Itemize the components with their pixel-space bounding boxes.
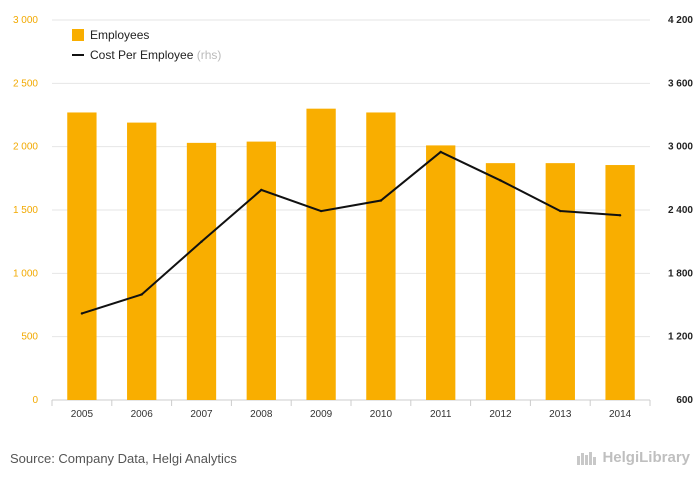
- bar-employees: [605, 165, 635, 400]
- x-tick-label: 2009: [310, 409, 333, 420]
- brand-logo: HelgiLibrary: [576, 449, 690, 466]
- y-right-tick-label: 3 000: [668, 142, 693, 153]
- x-tick-label: 2010: [370, 409, 393, 420]
- legend-label-employees: Employees: [90, 28, 149, 42]
- y-right-tick-label: 3 600: [668, 78, 693, 89]
- y-left-tick-label: 500: [21, 332, 38, 343]
- line-point: [200, 240, 203, 243]
- x-tick-label: 2006: [131, 409, 154, 420]
- y-right-tick-label: 1 800: [668, 268, 693, 279]
- line-point: [319, 209, 323, 213]
- line-point: [559, 209, 562, 213]
- bar-employees: [545, 163, 575, 400]
- y-left-tick-label: 3 000: [13, 15, 38, 26]
- x-tick-label: 2008: [250, 409, 273, 420]
- line-point: [618, 214, 622, 217]
- x-tick-label: 2014: [609, 409, 632, 420]
- x-tick-label: 2007: [190, 409, 213, 420]
- line-point: [80, 312, 84, 315]
- x-tick-label: 2013: [549, 409, 572, 420]
- legend-swatch-employees: [72, 29, 84, 41]
- y-left-tick-label: 1 500: [13, 205, 38, 216]
- y-left-tick-label: 1 000: [13, 268, 38, 279]
- bar-employees: [127, 122, 157, 400]
- source-note: Source: Company Data, Helgi Analytics: [10, 451, 237, 466]
- y-left-tick-label: 0: [32, 395, 38, 406]
- brand-name: HelgiLibrary: [602, 449, 690, 466]
- x-tick-label: 2012: [489, 409, 512, 420]
- y-right-tick-label: 2 400: [668, 205, 693, 216]
- line-point: [379, 199, 383, 202]
- line-point: [140, 293, 143, 296]
- legend-suffix-rhs: (rhs): [197, 48, 222, 62]
- bar-employees: [485, 163, 516, 400]
- bar-employees: [366, 112, 396, 400]
- line-point: [439, 150, 442, 154]
- line-cost-per-employee: [81, 150, 621, 315]
- legend-label-cost: Cost Per Employee (rhs): [90, 48, 221, 62]
- line-point: [260, 188, 263, 192]
- line-point: [499, 179, 502, 182]
- bar-employees: [246, 141, 276, 400]
- library-icon: [577, 451, 597, 465]
- y-right-tick-label: 600: [676, 395, 693, 406]
- bar-employees: [186, 142, 217, 400]
- y-left-tick-label: 2 500: [13, 78, 38, 89]
- x-tick-label: 2005: [71, 409, 94, 420]
- bar-employees: [67, 112, 97, 400]
- bar-employees: [426, 145, 456, 400]
- y-left-tick-label: 2 000: [13, 142, 38, 153]
- y-right-tick-label: 4 200: [668, 15, 693, 26]
- bar-employees: [306, 108, 336, 401]
- y-right-tick-label: 1 200: [668, 332, 693, 343]
- x-tick-label: 2011: [430, 409, 452, 420]
